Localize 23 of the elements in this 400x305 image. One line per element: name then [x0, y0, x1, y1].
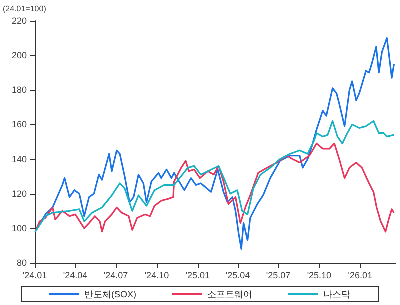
- x-tick-label: '24.01: [22, 270, 48, 280]
- y-tick-label: 120: [12, 188, 27, 199]
- y-tick-label: 100: [12, 223, 27, 234]
- x-tick-label: '25.10: [307, 270, 332, 280]
- x-tick-label: '25.01: [186, 270, 210, 280]
- x-tick-label: '26.01: [348, 270, 373, 280]
- legend-label: 반도체(SOX): [84, 290, 137, 300]
- line-series: [34, 142, 396, 233]
- legend-label: 소프트웨어: [208, 290, 252, 300]
- x-tick-label: '24.04: [63, 270, 88, 280]
- x-tick-label: '24.07: [104, 270, 128, 280]
- legend-label: 나스닥: [324, 290, 350, 300]
- y-tick-label: 220: [12, 16, 27, 26]
- line-series: [34, 120, 396, 233]
- y-tick-label: 160: [12, 120, 27, 130]
- y-tick-label: 140: [12, 154, 27, 164]
- y-tick-label: 80: [16, 258, 27, 268]
- y-tick-label: 200: [12, 50, 27, 61]
- y-tick-label: 180: [12, 85, 27, 96]
- x-tick-label: '25.04: [226, 270, 250, 280]
- y-axis-title: (24.01=100): [3, 4, 47, 14]
- x-tick-label: '25.07: [266, 270, 291, 280]
- x-tick-label: '24.10: [144, 270, 170, 280]
